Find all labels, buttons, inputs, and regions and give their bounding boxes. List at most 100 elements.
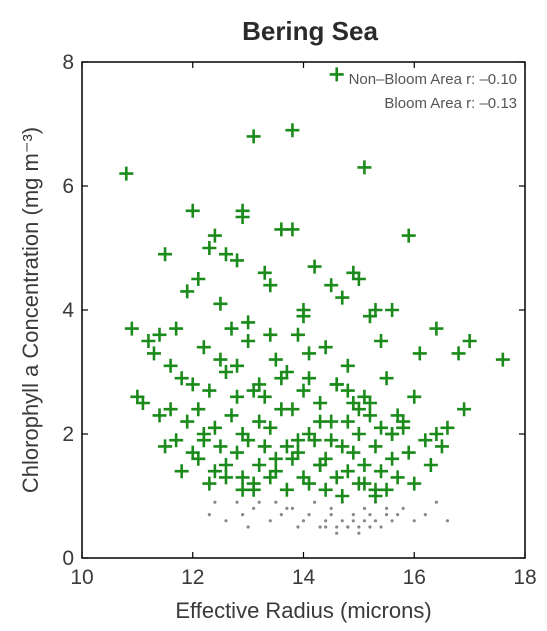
bloom-point [418,433,433,448]
bloom-point [457,402,472,417]
bloom-point [202,383,217,398]
non-bloom-point [246,525,250,529]
bloom-point [362,408,377,423]
bloom-point [434,439,449,454]
bloom-point [169,433,184,448]
bloom-point [185,377,200,392]
bloom-point [412,346,427,361]
y-axis-label: Chlorophyll a Concentration (mg m⁻³) [18,127,43,493]
non-bloom-point [274,500,278,504]
non-bloom-point [373,519,378,523]
bloom-point [407,389,422,404]
bloom-point [230,445,245,460]
bloom-point [207,464,222,479]
bloom-point [213,296,228,311]
bloom-point [130,389,145,404]
bloom-point [324,278,339,293]
bloom-point [396,420,411,435]
bloom-point [257,265,272,280]
bloom-point [302,346,317,361]
bloom-point [218,365,233,379]
bloom-point [224,408,239,423]
bloom-point [263,470,278,485]
bloom-point [207,228,222,243]
bloom-point [318,482,333,497]
non-bloom-point [423,513,427,517]
bloom-point [252,458,267,472]
bloom-point [246,129,261,144]
bloom-point [257,389,272,404]
bloom-point [335,489,350,503]
y-tick-label: 8 [62,51,74,74]
bloom-point [340,383,355,398]
bloom-point [296,383,311,398]
x-tick-label: 16 [403,566,426,589]
bloom-point [340,358,355,373]
non-bloom-point [257,500,261,504]
bloom-point [374,420,389,435]
bloom-point [407,476,422,491]
bloom-point [462,334,477,348]
non-bloom-point [252,506,256,510]
bloom-point [191,451,206,466]
bloom-point [385,427,400,441]
non-bloom-point [368,525,372,529]
y-axis-label-group: Chlorophyll a Concentration (mg m⁻³) [18,127,43,493]
bloom-point [362,396,377,410]
bloom-point [362,309,377,324]
bloom-point [207,420,222,435]
bloom-point [191,272,206,286]
bloom-point [374,464,389,479]
bloom-point [241,334,256,348]
bloom-point [241,433,256,448]
legend-entry-label: Non–Bloom Area r: –0.10 [349,71,517,88]
bloom-point [290,327,305,342]
non-bloom-point [396,513,400,517]
bloom-point [158,439,173,454]
bloom-point [346,445,361,460]
bloom-point [357,458,372,472]
bloom-point [213,439,228,454]
non-bloom-point [318,525,322,529]
non-bloom-point [434,500,438,504]
non-bloom-point [335,531,339,535]
bloom-point [268,451,283,466]
non-bloom-point [268,519,272,523]
bloom-point [285,451,300,466]
plot-points [119,67,510,535]
bloom-point [152,408,167,423]
x-tick-label: 18 [513,566,536,589]
non-bloom-point [290,506,295,510]
bloom-point [357,160,372,175]
non-bloom-point [324,525,328,529]
bloom-point [241,315,256,330]
non-bloom-point [329,513,333,517]
bloom-point [346,265,361,280]
bloom-point [401,445,416,460]
x-axis-label: Effective Radius (microns) [175,598,431,623]
non-bloom-point [279,513,283,517]
bloom-point [279,365,294,379]
bloom-point [440,420,455,435]
legend-entry-label: Bloom Area r: –0.13 [384,95,517,112]
bloom-point [163,402,178,417]
non-bloom-point [312,500,317,504]
bloom-point [329,377,344,392]
bloom-point [196,340,211,355]
bloom-point [318,340,333,355]
y-tick-label: 0 [62,547,74,570]
bloom-point [335,439,350,454]
non-bloom-point [401,506,405,510]
non-bloom-point [335,525,339,529]
bloom-point [141,334,156,348]
bloom-point [302,371,317,386]
bloom-point [224,321,239,336]
bloom-point [495,352,510,367]
bloom-point [340,464,355,479]
non-bloom-point [412,519,416,523]
non-bloom-point [285,506,289,510]
x-tick-label: 14 [292,566,316,589]
bloom-point [252,377,267,392]
bloom-point [302,476,317,491]
bloom-point [202,476,217,491]
